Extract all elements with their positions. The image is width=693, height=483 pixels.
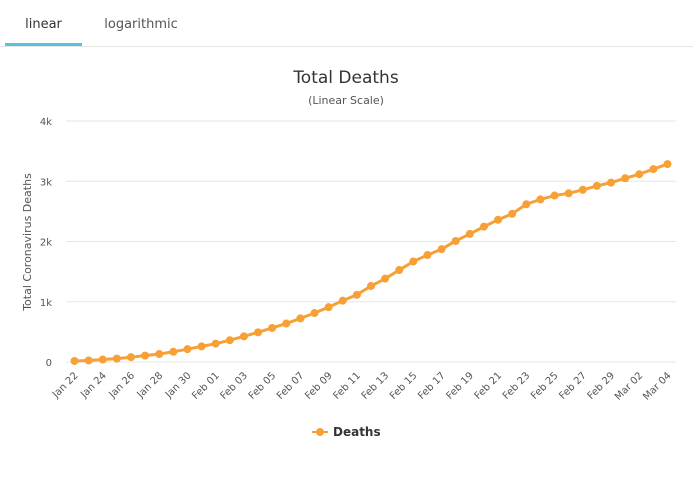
data-point[interactable] — [310, 309, 319, 318]
data-point[interactable] — [451, 236, 460, 245]
data-point[interactable] — [268, 323, 277, 332]
data-point[interactable] — [197, 342, 206, 351]
data-point[interactable] — [409, 257, 418, 266]
x-tick-label: Feb 13 — [360, 370, 392, 402]
data-point[interactable] — [183, 345, 192, 354]
chart-subtitle: (Linear Scale) — [308, 94, 384, 107]
data-point[interactable] — [550, 191, 559, 200]
grid-lines — [66, 120, 676, 363]
x-tick-label: Mar 02 — [613, 370, 645, 402]
data-point[interactable] — [352, 290, 361, 299]
x-tick-label: Feb 19 — [444, 370, 476, 402]
data-point[interactable] — [663, 160, 672, 169]
scale-tabs: linear logarithmic — [0, 0, 693, 47]
data-point[interactable] — [564, 189, 573, 198]
data-point[interactable] — [112, 354, 121, 363]
series-deaths — [70, 160, 672, 365]
x-tick-label: Feb 23 — [501, 370, 533, 402]
data-point[interactable] — [211, 339, 220, 348]
y-tick-label: 2k — [40, 238, 52, 249]
x-tick-label: Feb 17 — [416, 370, 448, 402]
x-tick-label: Jan 30 — [163, 370, 194, 401]
legend[interactable]: Deaths — [312, 425, 381, 439]
x-tick-label: Feb 27 — [557, 370, 589, 402]
y-tick-label: 0 — [46, 358, 52, 369]
data-point[interactable] — [479, 222, 488, 231]
data-point[interactable] — [437, 245, 446, 254]
data-point[interactable] — [282, 319, 291, 328]
deaths-chart: Total Deaths (Linear Scale) Total Corona… — [21, 68, 676, 439]
data-point[interactable] — [155, 350, 164, 359]
data-point[interactable] — [592, 181, 601, 190]
data-point[interactable] — [254, 328, 263, 337]
data-point[interactable] — [126, 353, 135, 362]
tab-logarithmic[interactable]: logarithmic — [104, 17, 178, 32]
data-point[interactable] — [225, 336, 234, 345]
x-tick-label: Feb 21 — [473, 370, 505, 402]
y-tick-label: 1k — [40, 298, 52, 309]
data-point[interactable] — [239, 332, 248, 341]
x-tick-label: Feb 01 — [190, 370, 222, 402]
data-point[interactable] — [607, 178, 616, 187]
x-tick-label: Feb 29 — [586, 370, 618, 402]
x-tick-label: Jan 22 — [50, 370, 81, 401]
y-tick-label: 4k — [40, 117, 52, 128]
x-tick-label: Feb 07 — [275, 370, 307, 402]
data-point[interactable] — [338, 296, 347, 305]
data-point[interactable] — [508, 209, 517, 218]
y-tick-label: 3k — [40, 177, 52, 188]
x-tick-label: Feb 25 — [529, 370, 561, 402]
y-axis-ticks: 0 1k 2k 3k 4k — [40, 117, 52, 369]
data-point[interactable] — [649, 165, 658, 174]
x-tick-label: Feb 03 — [219, 370, 251, 402]
x-tick-label: Feb 09 — [303, 370, 335, 402]
data-point[interactable] — [522, 200, 531, 209]
data-point[interactable] — [395, 266, 404, 275]
data-point[interactable] — [635, 170, 644, 179]
x-tick-label: Jan 24 — [78, 370, 109, 401]
data-point[interactable] — [367, 282, 375, 291]
data-point[interactable] — [70, 356, 79, 365]
data-point[interactable] — [141, 351, 150, 360]
y-axis-title: Total Coronavirus Deaths — [21, 173, 34, 312]
data-point[interactable] — [423, 251, 432, 260]
data-point[interactable] — [324, 303, 333, 312]
data-point[interactable] — [169, 347, 178, 356]
x-tick-label: Jan 28 — [135, 370, 166, 401]
data-point[interactable] — [465, 229, 474, 238]
x-tick-label: Feb 15 — [388, 370, 420, 402]
data-point[interactable] — [381, 274, 390, 283]
legend-marker — [316, 428, 324, 436]
chart-title: Total Deaths — [292, 68, 399, 88]
data-point[interactable] — [494, 215, 503, 224]
x-tick-label: Feb 05 — [247, 370, 279, 402]
data-point[interactable] — [536, 195, 545, 204]
data-point[interactable] — [296, 314, 305, 323]
x-tick-label: Feb 11 — [331, 370, 363, 402]
x-tick-label: Mar 04 — [641, 370, 673, 402]
data-point[interactable] — [621, 174, 630, 183]
tab-linear[interactable]: linear — [25, 17, 62, 32]
data-point[interactable] — [98, 355, 107, 364]
data-point[interactable] — [578, 185, 587, 194]
active-tab-indicator — [5, 43, 82, 46]
series-line — [74, 162, 669, 363]
data-point[interactable] — [84, 356, 93, 365]
legend-label: Deaths — [333, 425, 381, 439]
x-tick-label: Jan 26 — [106, 370, 137, 401]
